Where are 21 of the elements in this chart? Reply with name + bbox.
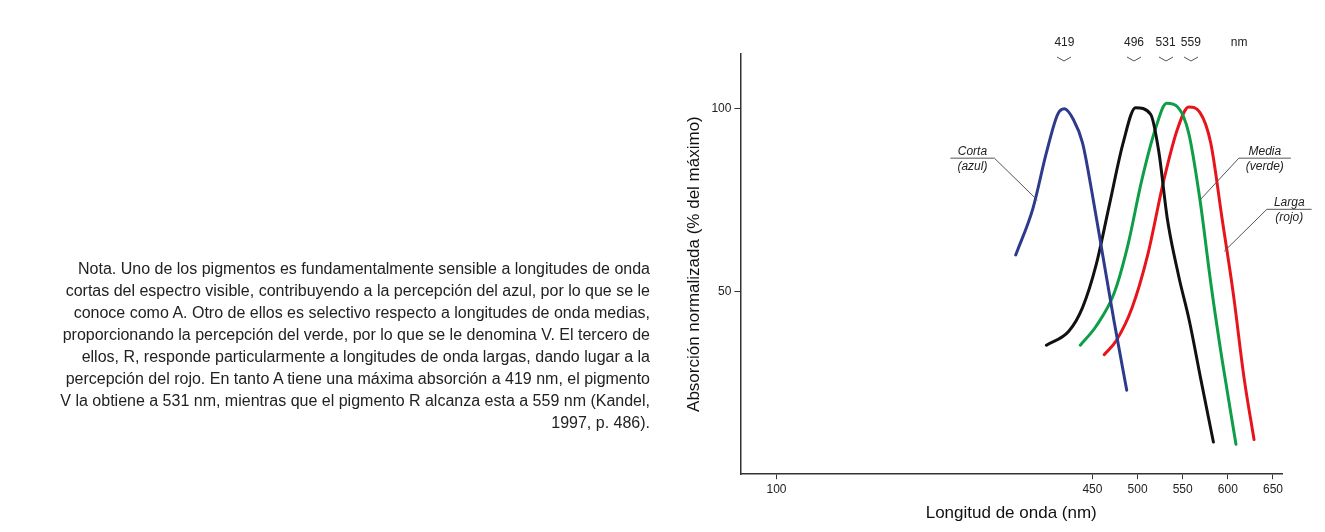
x-axis-title: Longitud de onda (nm) [925,503,1097,523]
line-series [1014,107,1129,392]
x-tick-label: 450 [1082,481,1103,496]
x-tick-label: 650 [1262,481,1284,496]
x-tick-label: 600 [1217,481,1239,496]
line-series [1044,106,1215,444]
x2-tick-label: 559 [1180,35,1202,50]
y-tick-label: 50 [718,283,732,298]
x2-axis-title: nm [1230,35,1248,50]
text: Nota. Uno de los pigmentos es fundamentalmente sensible a longitudes de onda cortas del espectro visible, contribuyendo a la percepción del azul, por lo que se le conoce como A. Otro de ellos es selectivo respecto a longitudes de onda medias, proporcionando la percepción del verde, por lo que se le denomina V. El tercero de ellos, R, responde particularmente a longitudes de onda largas, dando lugar a la percepción del rojo. En tanto A tiene una máxima absorción a 419 nm, el pigmento V la obtiene a 531 nm, mientras que el pigmento R alcanza esta a 559 nm (Kandel, 1997, p. 486). [60,259,650,433]
y-axis-title: Absorción normalizada (% del máximo) [683,116,703,412]
x2-tick-label: 531 [1155,35,1176,50]
x2-tick-label: 419 [1054,35,1075,50]
annotation: Media (verde) [1245,143,1284,173]
line-series [1078,101,1238,446]
x-tick-label: 100 [766,481,787,496]
x2-tick-label: 496 [1123,35,1145,50]
annotation: Corta (azul) [957,143,988,173]
x-tick-label: 500 [1127,481,1148,496]
annotation: Larga (rojo) [1273,194,1305,224]
x-tick-label: 550 [1172,481,1194,496]
